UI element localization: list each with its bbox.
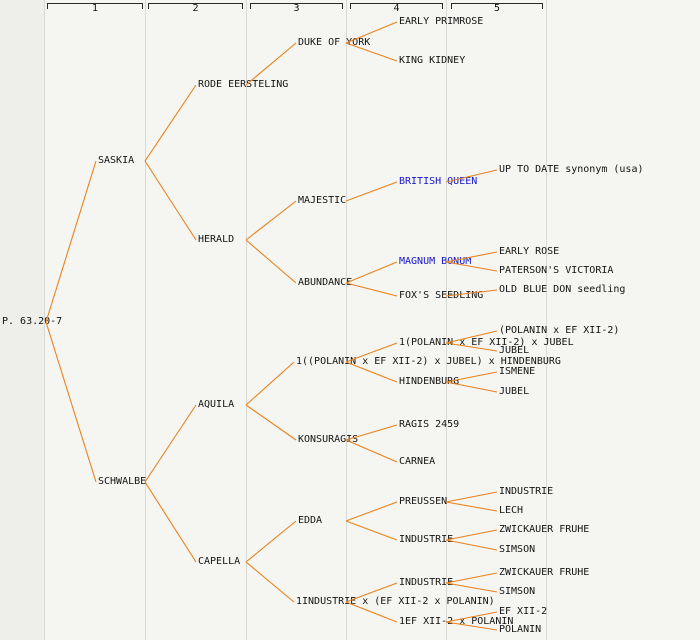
tree-node-oldblue: OLD BLUE DON seedling: [499, 284, 626, 295]
tree-node-konsuragis: KONSURAGIS: [298, 434, 359, 445]
pedigree-edge: [245, 361, 295, 406]
tree-node-early_rose: EARLY ROSE: [499, 246, 560, 257]
pedigree-edge: [345, 520, 398, 541]
column-gridline: [44, 0, 45, 640]
tree-node-simson2: SIMSON: [499, 586, 536, 597]
tree-node-edda: EDDA: [298, 515, 323, 526]
ruler-bracket: 1: [47, 3, 143, 14]
tree-node-king_kidney: KING KIDNEY: [399, 55, 466, 66]
pedigree-edge: [345, 282, 398, 297]
pedigree-edge: [144, 84, 197, 162]
column-gridline: [446, 0, 447, 640]
ruler-bracket: 2: [148, 3, 243, 14]
tree-node-magnum[interactable]: MAGNUM BONUM: [399, 256, 472, 267]
tree-node-industrie_c: INDUSTRIE: [499, 486, 554, 497]
pedigree-edge: [45, 160, 97, 323]
ruler-segment-label: 3: [293, 3, 300, 14]
pedigree-edge: [245, 200, 297, 241]
pedigree-edge: [445, 491, 498, 503]
pedigree-edge: [245, 520, 297, 563]
pedigree-edge: [144, 481, 197, 563]
tree-node-pol_ef: (POLANIN x EF XII-2): [499, 325, 620, 336]
tree-node-ragis: RAGIS 2459: [399, 419, 460, 430]
tree-node-industrie_a: INDUSTRIE: [399, 534, 454, 545]
tree-node-herald: HERALD: [198, 234, 235, 245]
pedigree-edge: [144, 160, 197, 241]
pedigree-edge: [445, 572, 498, 584]
tree-node-ind_efpol: 1INDUSTRIE x (EF XII-2 x POLANIN): [296, 596, 495, 607]
ruler-segment-label: 1: [91, 3, 99, 14]
ruler-segment-label: 5: [493, 3, 501, 14]
tree-node-abundance: ABUNDANCE: [298, 277, 353, 288]
tree-node-efpol: 1EF XII-2 x POLANIN: [399, 616, 514, 627]
tree-node-lech: LECH: [499, 505, 524, 516]
tree-node-aquila: AQUILA: [198, 399, 235, 410]
tree-node-saskia: SASKIA: [98, 155, 135, 166]
tree-node-paterson: PATERSON'S VICTORIA: [499, 265, 614, 276]
tree-node-industrie_b: INDUSTRIE: [399, 577, 454, 588]
column-gridline: [346, 0, 347, 640]
pedigree-edge: [345, 181, 398, 202]
tree-node-ismene: ISMENE: [499, 366, 536, 377]
tree-node-jubel2: JUBEL: [499, 386, 530, 397]
tree-node-carnea: CARNEA: [399, 456, 436, 467]
ruler-bracket: 4: [350, 3, 443, 14]
tree-node-root: P. 63.20-7: [2, 316, 63, 327]
tree-node-zwickauer2: ZWICKAUER FRUHE: [499, 567, 590, 578]
tree-node-jubel1: JUBEL: [499, 345, 530, 356]
ruler-bracket: 3: [250, 3, 343, 14]
pedigree-edge: [45, 321, 97, 483]
tree-node-fox: FOX'S SEEDLING: [399, 290, 484, 301]
ruler-bracket: 5: [451, 3, 543, 14]
pedigree-edge: [245, 561, 295, 603]
tree-node-polanin: POLANIN: [499, 624, 542, 635]
tree-node-zwickauer1: ZWICKAUER FRUHE: [499, 524, 590, 535]
tree-node-pj: 1(POLANIN x EF XII-2) x JUBEL: [399, 337, 574, 348]
pedigree-edge: [445, 501, 498, 512]
tree-node-uptodate: UP TO DATE synonym (usa): [499, 164, 644, 175]
ruler-segment-label: 4: [393, 3, 400, 14]
pedigree-edge: [445, 539, 498, 551]
tree-node-hindenburg: HINDENBURG: [399, 376, 460, 387]
column-gridline: [145, 0, 146, 640]
tree-node-simson1: SIMSON: [499, 544, 536, 555]
column-gridline: [246, 0, 247, 640]
pedigree-edge: [445, 582, 498, 593]
tree-node-duke: DUKE OF YORK: [298, 37, 371, 48]
tree-node-majestic: MAJESTIC: [298, 195, 347, 206]
tree-node-capella: CAPELLA: [198, 556, 241, 567]
column-gridline: [546, 0, 547, 640]
pedigree-edge: [345, 501, 398, 522]
pedigree-edge: [144, 404, 197, 483]
tree-node-british_queen[interactable]: BRITISH QUEEN: [399, 176, 478, 187]
pedigree-edge: [245, 239, 297, 284]
tree-node-efxii: EF XII-2: [499, 606, 548, 617]
tree-node-early_primrose: EARLY PRIMROSE: [399, 16, 484, 27]
tree-node-preussen: PREUSSEN: [399, 496, 448, 507]
tree-node-schwalbe: SCHWALBE: [98, 476, 147, 487]
pedigree-edge: [445, 529, 498, 541]
pedigree-edge: [345, 261, 398, 284]
ruler-segment-label: 2: [192, 3, 199, 14]
pedigree-edge: [245, 404, 297, 441]
tree-node-rode: RODE EERSTELING: [198, 79, 289, 90]
left-margin: [0, 0, 44, 640]
